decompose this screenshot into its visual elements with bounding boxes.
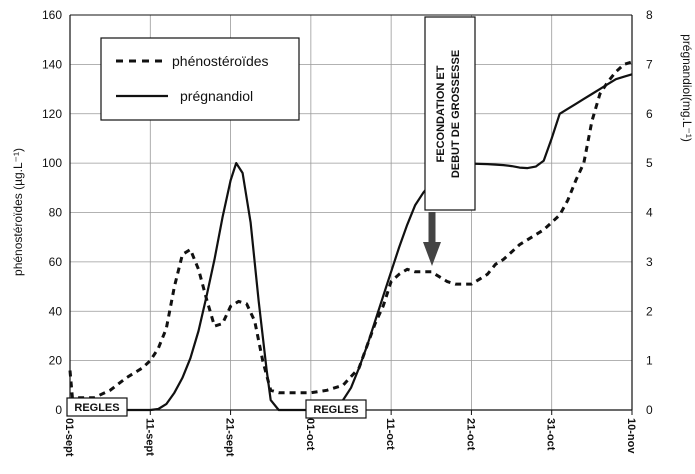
regles-box-1: [66, 397, 128, 417]
regles-label-2: REGLES: [313, 404, 358, 416]
y-tick-label-right: 0: [646, 403, 653, 417]
y-tick-label-right: 3: [646, 255, 653, 269]
legend-label-pregnandiol: prégnandiol: [180, 88, 253, 104]
y-tick-label-left: 100: [42, 156, 62, 170]
legend-label-phenosteroides: phénostéroïdes: [172, 53, 269, 69]
y-tick-label-right: 1: [646, 354, 653, 368]
y-tick-label-right: 5: [646, 156, 653, 170]
x-tick-label: 10-nov: [625, 418, 637, 454]
x-tick-label: 31-oct: [545, 418, 557, 451]
x-tick-labels: 01-sept 11-sept 21-sept 01-oct 11-oct 21-oct 3…: [63, 410, 637, 457]
y-tick-label-right: 2: [646, 304, 653, 318]
y-axis-label-right: prégnandiol(mg.L⁻¹): [680, 34, 694, 142]
annotation-regles-2: REGLES: [305, 399, 367, 419]
fecondation-label-line1: FECONDATION ET: [435, 65, 447, 162]
y-tick-label-left: 120: [42, 107, 62, 121]
annotation-regles-1: REGLES: [66, 397, 128, 417]
series-line-phenosteroides: [68, 60, 633, 400]
y-tick-label-right: 4: [646, 206, 653, 220]
regles-label-1: REGLES: [74, 402, 119, 414]
y-tick-label-left: 20: [49, 354, 63, 368]
arrow-down-icon: [423, 212, 441, 266]
regles-box-2: [305, 399, 367, 419]
x-tick-label: 21-sept: [224, 418, 236, 457]
x-tick-label: 01-oct: [304, 418, 316, 451]
x-tick-label: 11-oct: [384, 418, 396, 450]
fecondation-box: [424, 16, 476, 211]
y-tick-label-left: 140: [42, 57, 62, 71]
x-tick-label: 01-sept: [63, 418, 75, 457]
y-tick-labels-right: 0 1 2 3 4 5 6 7 8: [646, 8, 653, 417]
x-tick-label: 11-sept: [143, 418, 155, 456]
legend: phénostéroïdes prégnandiol: [100, 37, 300, 121]
y-tick-label-left: 0: [55, 403, 62, 417]
y-axis-label-left: phénostéroïdes (µg.L⁻¹): [11, 148, 25, 276]
legend-box: [100, 37, 300, 121]
y-tick-label-left: 40: [49, 304, 63, 318]
y-tick-label-right: 8: [646, 8, 653, 22]
y-tick-label-left: 160: [42, 8, 62, 22]
x-tick-label: 21-oct: [464, 418, 476, 451]
series-lines: [68, 60, 633, 412]
y-tick-label-left: 80: [49, 206, 63, 220]
y-tick-label-right: 6: [646, 107, 653, 121]
y-tick-label-right: 7: [646, 57, 653, 71]
series-line-pregnandiol: [70, 73, 633, 412]
annotation-fecondation: FECONDATION ET DEBUT DE GROSSESSE: [423, 16, 476, 266]
y-tick-labels-left: 0 20 40 60 80 100 120 140 160: [42, 8, 62, 417]
y-tick-label-left: 60: [49, 255, 63, 269]
fecondation-label-line2: DEBUT DE GROSSESSE: [450, 50, 462, 178]
